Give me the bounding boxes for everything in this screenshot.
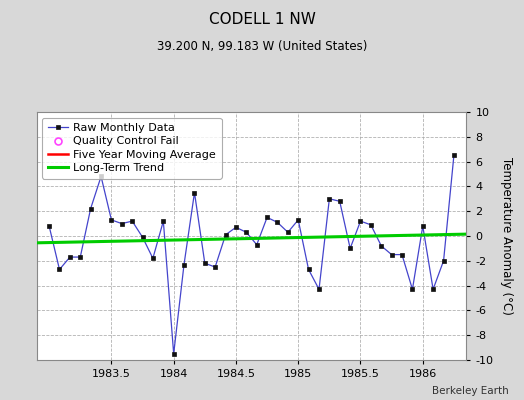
Raw Monthly Data (254, 242, 260, 247)
Raw Monthly Data (285, 230, 291, 235)
Raw Monthly Data (295, 218, 301, 222)
Raw Monthly Data (212, 265, 219, 270)
Raw Monthly Data (399, 252, 405, 257)
Raw Monthly Data (274, 220, 280, 225)
Raw Monthly Data (347, 246, 353, 251)
Raw Monthly Data (420, 224, 426, 228)
Raw Monthly Data (441, 258, 447, 263)
Y-axis label: Temperature Anomaly (°C): Temperature Anomaly (°C) (500, 157, 513, 315)
Raw Monthly Data (129, 219, 135, 224)
Raw Monthly Data (388, 252, 395, 257)
Text: CODELL 1 NW: CODELL 1 NW (209, 12, 315, 27)
Raw Monthly Data (118, 221, 125, 226)
Raw Monthly Data (160, 219, 167, 224)
Raw Monthly Data (139, 235, 146, 240)
Raw Monthly Data (243, 230, 249, 235)
Raw Monthly Data (191, 190, 198, 195)
Raw Monthly Data (88, 206, 94, 211)
Raw Monthly Data (305, 267, 312, 272)
Raw Monthly Data (368, 222, 374, 227)
Raw Monthly Data (67, 255, 73, 260)
Raw Monthly Data (181, 262, 187, 267)
Raw Monthly Data (430, 287, 436, 292)
Raw Monthly Data (336, 199, 343, 204)
Raw Monthly Data (98, 174, 104, 179)
Raw Monthly Data (451, 153, 457, 158)
Raw Monthly Data (233, 225, 239, 230)
Raw Monthly Data (108, 218, 115, 222)
Raw Monthly Data (56, 267, 62, 272)
Raw Monthly Data (150, 256, 156, 261)
Line: Raw Monthly Data: Raw Monthly Data (47, 154, 456, 356)
Raw Monthly Data (170, 351, 177, 356)
Raw Monthly Data (326, 196, 333, 201)
Raw Monthly Data (409, 287, 416, 292)
Raw Monthly Data (378, 244, 385, 248)
Raw Monthly Data (46, 224, 52, 228)
Text: Berkeley Earth: Berkeley Earth (432, 386, 508, 396)
Raw Monthly Data (223, 232, 229, 237)
Raw Monthly Data (202, 261, 208, 266)
Raw Monthly Data (77, 255, 83, 260)
Legend: Raw Monthly Data, Quality Control Fail, Five Year Moving Average, Long-Term Tren: Raw Monthly Data, Quality Control Fail, … (42, 118, 222, 179)
Raw Monthly Data (316, 287, 322, 292)
Raw Monthly Data (264, 215, 270, 220)
Raw Monthly Data (357, 219, 364, 224)
Text: 39.200 N, 99.183 W (United States): 39.200 N, 99.183 W (United States) (157, 40, 367, 53)
